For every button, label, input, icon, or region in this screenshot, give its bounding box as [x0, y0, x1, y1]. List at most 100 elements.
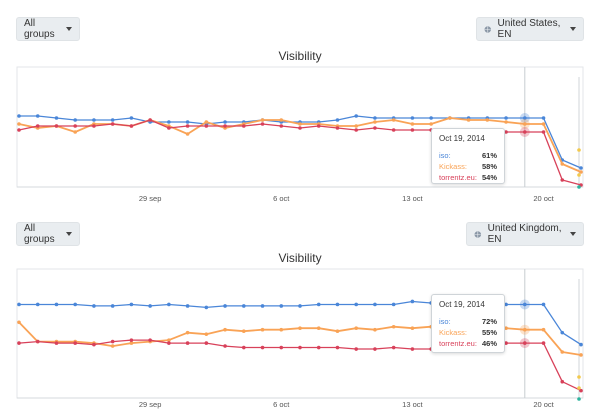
data-point[interactable] [373, 302, 377, 307]
data-point[interactable] [17, 114, 21, 118]
data-point[interactable] [54, 116, 59, 120]
data-point[interactable] [523, 130, 527, 134]
data-point[interactable] [17, 302, 21, 307]
data-point[interactable] [391, 118, 396, 122]
data-point[interactable] [335, 302, 340, 307]
data-point[interactable] [373, 120, 377, 124]
data-point[interactable] [579, 353, 583, 357]
data-point[interactable] [316, 302, 321, 307]
data-point[interactable] [204, 120, 209, 124]
data-point[interactable] [504, 341, 508, 345]
data-point[interactable] [541, 122, 546, 126]
data-point[interactable] [504, 120, 508, 124]
data-point[interactable] [391, 128, 396, 132]
data-point[interactable] [523, 116, 527, 120]
data-point[interactable] [185, 330, 190, 335]
data-point[interactable] [391, 324, 396, 329]
data-point[interactable] [523, 341, 527, 345]
data-point[interactable] [167, 338, 171, 342]
data-point[interactable] [148, 338, 152, 342]
data-point[interactable] [242, 329, 246, 333]
data-point[interactable] [541, 130, 546, 134]
data-point[interactable] [373, 327, 377, 332]
data-point[interactable] [373, 126, 377, 130]
data-point[interactable] [354, 114, 359, 118]
data-point[interactable] [204, 305, 209, 310]
data-point[interactable] [110, 122, 115, 126]
data-point[interactable] [410, 116, 415, 120]
data-point[interactable] [110, 339, 115, 344]
data-point[interactable] [523, 122, 527, 126]
data-point[interactable] [410, 299, 415, 304]
data-point[interactable] [110, 304, 115, 308]
data-point[interactable] [523, 327, 527, 332]
data-point[interactable] [167, 126, 171, 130]
data-point[interactable] [391, 302, 396, 307]
data-point[interactable] [298, 326, 302, 331]
data-point[interactable] [54, 124, 59, 128]
data-point[interactable] [354, 128, 359, 132]
data-point[interactable] [260, 118, 265, 122]
data-point[interactable] [410, 347, 415, 351]
data-point[interactable] [560, 350, 565, 354]
data-point[interactable] [279, 327, 284, 332]
data-point[interactable] [260, 122, 265, 126]
data-point[interactable] [204, 332, 209, 336]
data-point[interactable] [354, 124, 359, 128]
data-point[interactable] [73, 341, 77, 345]
data-point[interactable] [335, 126, 340, 130]
data-point[interactable] [54, 341, 59, 345]
group-filter-dropdown[interactable]: All groups [16, 17, 80, 41]
data-point[interactable] [17, 128, 21, 132]
data-point[interactable] [185, 120, 190, 124]
data-point[interactable] [279, 345, 284, 350]
data-point[interactable] [73, 124, 77, 128]
data-point[interactable] [54, 302, 59, 307]
data-point[interactable] [35, 302, 40, 307]
data-point[interactable] [110, 344, 115, 348]
data-point[interactable] [148, 304, 152, 308]
data-point[interactable] [504, 130, 508, 134]
data-point[interactable] [185, 132, 190, 136]
data-point[interactable] [298, 345, 302, 350]
data-point[interactable] [35, 114, 40, 118]
data-point[interactable] [504, 326, 508, 331]
data-point[interactable] [485, 118, 490, 122]
data-point[interactable] [223, 304, 227, 308]
data-point[interactable] [504, 116, 508, 120]
data-point[interactable] [410, 128, 415, 132]
data-point[interactable] [17, 320, 21, 325]
data-point[interactable] [541, 116, 546, 120]
data-point[interactable] [335, 345, 340, 350]
data-point[interactable] [523, 302, 527, 307]
data-point[interactable] [242, 124, 246, 128]
data-point[interactable] [167, 302, 171, 307]
data-point[interactable] [410, 122, 415, 126]
data-point[interactable] [560, 379, 565, 384]
data-point[interactable] [185, 304, 190, 308]
data-point[interactable] [260, 304, 265, 308]
data-point[interactable] [373, 347, 377, 351]
data-point[interactable] [242, 345, 246, 350]
data-point[interactable] [560, 178, 565, 182]
data-point[interactable] [92, 118, 96, 122]
data-point[interactable] [185, 341, 190, 345]
data-point[interactable] [335, 118, 340, 122]
visibility-line-chart[interactable]: 29 sep 6 oct 13 oct 20 oct [0, 205, 600, 409]
data-point[interactable] [148, 118, 152, 122]
data-point[interactable] [579, 342, 583, 347]
data-point[interactable] [316, 124, 321, 128]
data-point[interactable] [110, 118, 115, 122]
data-point[interactable] [354, 347, 359, 351]
data-point[interactable] [560, 162, 565, 166]
data-point[interactable] [260, 327, 265, 332]
data-point[interactable] [279, 304, 284, 308]
region-dropdown[interactable]: United Kingdom, EN [466, 222, 584, 246]
data-point[interactable] [410, 326, 415, 331]
data-point[interactable] [541, 302, 546, 307]
data-point[interactable] [73, 130, 77, 134]
group-filter-dropdown[interactable]: All groups [16, 222, 80, 246]
data-point[interactable] [579, 166, 583, 170]
data-point[interactable] [429, 116, 433, 120]
data-point[interactable] [298, 126, 302, 130]
